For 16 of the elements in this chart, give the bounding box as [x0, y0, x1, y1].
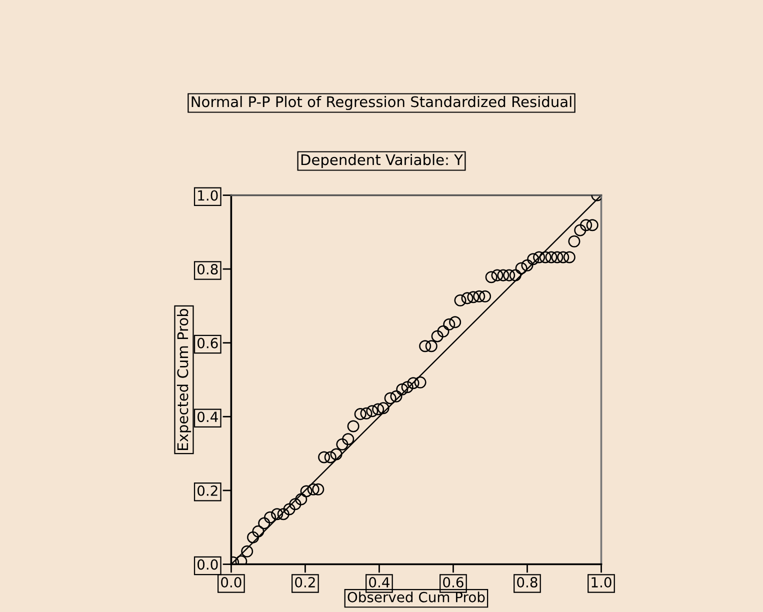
y-tick-label: 0.0 — [198, 559, 218, 570]
chart-title: Normal P-P Plot of Regression Standardized Residual — [192, 96, 572, 110]
y-axis-title: Expected Cum Prob — [176, 308, 192, 450]
y-tick-label: 0.6 — [198, 338, 218, 348]
chart-subtitle: Dependent Variable: Y — [301, 154, 464, 168]
y-tick-label: 0.2 — [198, 485, 218, 496]
x-tick-label: 0.0 — [221, 577, 242, 588]
x-tick-label: 0.8 — [517, 577, 538, 588]
x-tick-label: 0.2 — [295, 577, 315, 588]
x-axis-title: Observed Cum Prob — [348, 592, 485, 602]
y-tick-label: 0.8 — [198, 264, 218, 275]
y-tick-label: 1.0 — [198, 190, 218, 201]
x-tick-label: 0.6 — [443, 577, 464, 588]
x-tick-label: 1.0 — [592, 577, 612, 588]
x-tick-label: 0.4 — [369, 577, 390, 588]
y-tick-label: 0.4 — [198, 412, 218, 422]
